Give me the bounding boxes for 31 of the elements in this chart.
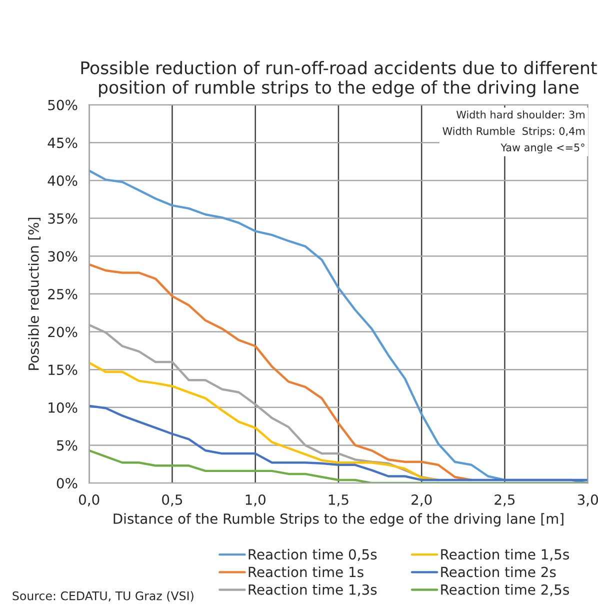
- legend-label: Reaction time 1,5s: [441, 548, 569, 562]
- y-tick-label: 30%: [48, 251, 78, 262]
- x-tick-label: 3,0: [578, 494, 598, 506]
- y-tick-label: 0%: [56, 478, 78, 489]
- y-tick-label: 25%: [48, 288, 78, 300]
- x-tick-label: 1,5: [328, 494, 348, 506]
- x-tick-label: 1,0: [246, 494, 266, 506]
- y-tick-label: 50%: [48, 100, 78, 110]
- y-axis-title: Possible reduction [%]: [28, 218, 41, 370]
- y-tick-label: 5%: [57, 440, 78, 451]
- line-series: [89, 362, 440, 482]
- x-tick-label: 0,5: [162, 494, 182, 506]
- y-tick-label: 20%: [48, 326, 78, 338]
- x-tick-label: 2,5: [494, 494, 515, 506]
- y-tick-label: 40%: [48, 175, 78, 186]
- legend-label: Reaction time 1,3s: [248, 584, 377, 596]
- line-series: [89, 263, 473, 482]
- annotation: Width hard shoulder: 3m Width Rumble Strips: 0,4m Yaw angle <=5°: [442, 110, 584, 154]
- x-tick-label: 0,0: [78, 494, 100, 506]
- x-axis-title: Distance of the Rumble Strips to the edge of the driving lane [m]: [114, 513, 564, 527]
- y-tick-label: 35%: [48, 213, 78, 224]
- y-tick-label: 45%: [48, 138, 78, 148]
- source-note: Source: CEDATU, TU Graz (VSI): [12, 591, 194, 602]
- chart-title: Possible reduction of run-off-road accidents due to different position of rumble strips to the edge of the driving lane: [81, 60, 597, 98]
- y-tick-label: 15%: [48, 364, 78, 376]
- legend-label: Reaction time 1s: [248, 566, 364, 578]
- x-tick-label: 2,0: [412, 494, 432, 506]
- legend-label: Reaction time 2s: [441, 566, 556, 578]
- legend-label: Reaction time 0,5s: [248, 548, 377, 562]
- y-tick-label: 10%: [48, 402, 78, 413]
- legend-label: Reaction time 2,5s: [441, 584, 569, 596]
